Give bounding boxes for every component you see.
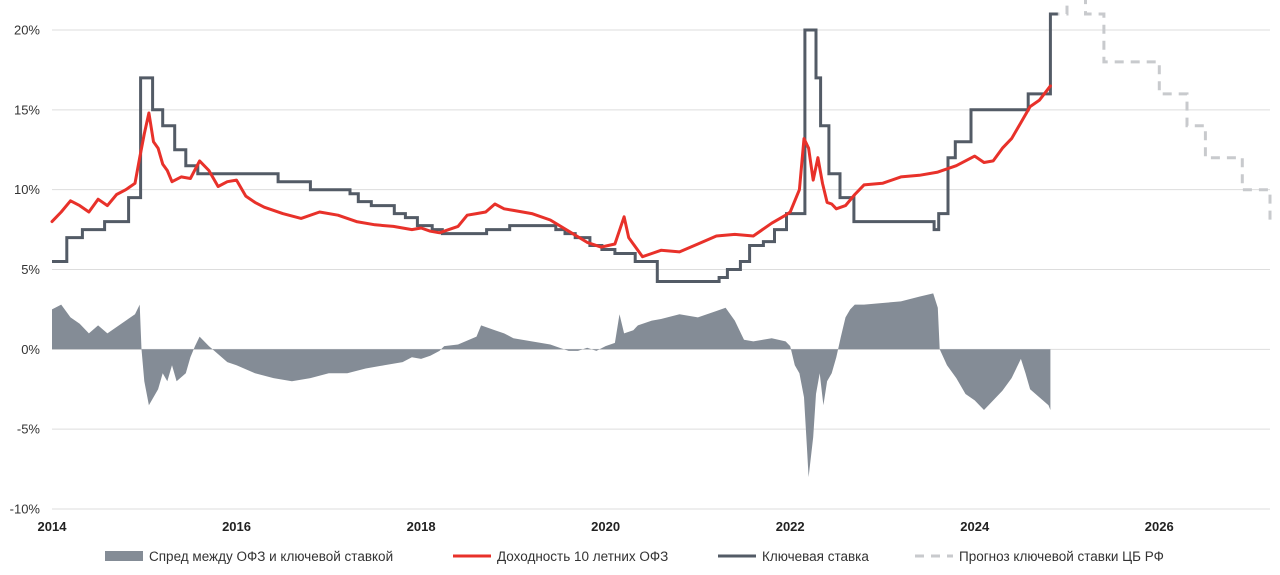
ofz-yield-line — [50, 84, 1052, 259]
legend-item-spread: Спред между ОФЗ и ключевой ставкой — [105, 549, 393, 564]
legend: Спред между ОФЗ и ключевой ставкой Доходн… — [105, 549, 1164, 564]
x-tick-label: 2014 — [38, 519, 68, 534]
y-tick-label: 0% — [21, 342, 40, 357]
y-tick-labels: -10% -5% 0% 5% 10% 15% 20% — [10, 23, 41, 517]
x-tick-label: 2024 — [960, 519, 990, 534]
x-tick-label: 2026 — [1145, 519, 1174, 534]
legend-label-key_rate: Ключевая ставка — [762, 549, 869, 564]
key-rate-line — [52, 12, 1058, 283]
legend-label-spread: Спред между ОФЗ и ключевой ставкой — [149, 549, 393, 564]
lines-layer — [50, 0, 1272, 283]
spread-area-layer — [52, 293, 1051, 478]
legend-item-key_rate: Ключевая ставка — [718, 549, 869, 564]
y-tick-label: -10% — [10, 502, 41, 517]
x-tick-label: 2020 — [591, 519, 620, 534]
x-tick-labels: 2014 2016 2018 2020 2022 2024 2026 — [38, 519, 1174, 534]
x-tick-label: 2016 — [222, 519, 251, 534]
legend-item-ofz: Доходность 10 летних ОФЗ — [453, 549, 668, 564]
spread-area — [52, 293, 1051, 478]
legend-label-forecast: Прогноз ключевой ставки ЦБ РФ — [959, 549, 1164, 564]
y-tick-label: 20% — [14, 23, 40, 38]
forecast-line — [1050, 0, 1272, 222]
y-tick-label: -5% — [17, 422, 41, 437]
y-tick-label: 10% — [14, 182, 40, 197]
legend-item-forecast: Прогноз ключевой ставки ЦБ РФ — [915, 549, 1164, 564]
y-tick-label: 15% — [14, 102, 40, 117]
y-tick-label: 5% — [21, 262, 40, 277]
legend-swatch-spread — [105, 551, 143, 561]
x-tick-label: 2022 — [776, 519, 805, 534]
grid-lines — [52, 29, 1270, 510]
x-tick-label: 2018 — [407, 519, 436, 534]
legend-label-ofz: Доходность 10 летних ОФЗ — [497, 549, 668, 564]
